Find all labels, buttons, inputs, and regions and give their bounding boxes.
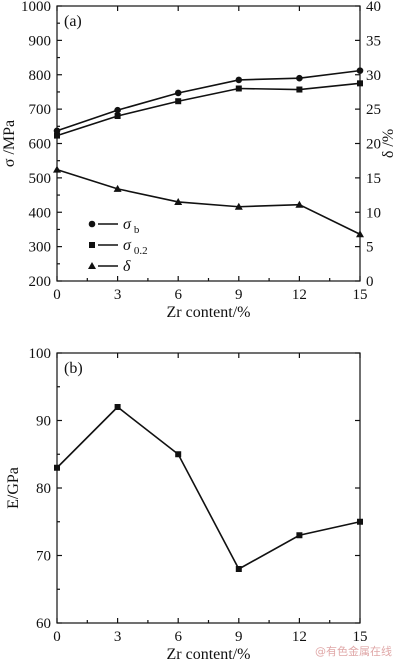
x-tick-label: 0 xyxy=(53,629,61,645)
data-point xyxy=(235,566,242,572)
chart-panel-a: 0 3 6 9 12 15 200 300 400 500 600 700 800 900 1000 0 5 10… xyxy=(1,0,397,321)
y-tick-label: 1000 xyxy=(21,0,51,15)
x-tick-label: 6 xyxy=(174,629,182,645)
data-point xyxy=(357,80,363,87)
data-point xyxy=(235,85,242,92)
data-point xyxy=(53,127,61,135)
y-tick-label: 200 xyxy=(29,274,52,290)
panel-label: (b) xyxy=(64,360,83,377)
data-point xyxy=(114,106,121,114)
data-point xyxy=(175,451,182,458)
data-point xyxy=(235,76,243,84)
data-point xyxy=(296,532,303,539)
plot-frame xyxy=(56,352,361,624)
y-axis-label: E/GPa xyxy=(5,467,22,509)
y-tick-label: 500 xyxy=(29,171,52,187)
data-point xyxy=(174,197,183,205)
legend-label: σ 0.2 xyxy=(123,237,148,257)
panel-label: (a) xyxy=(64,13,82,30)
y2-tick-label: 15 xyxy=(366,171,381,187)
y2-tick-label: 30 xyxy=(366,68,381,84)
y2-tick-label: 25 xyxy=(366,102,381,118)
data-point xyxy=(357,518,363,525)
data-point xyxy=(356,67,364,74)
y-tick-label: 90 xyxy=(36,414,51,430)
data-point xyxy=(113,184,122,192)
y-tick-label: 400 xyxy=(29,205,52,221)
y-tick-label: 70 xyxy=(36,549,51,565)
data-point xyxy=(54,464,60,471)
plot-frame xyxy=(56,5,361,282)
x-tick-label: 3 xyxy=(114,629,122,645)
x-tick-label: 9 xyxy=(235,629,243,645)
legend-label: δ xyxy=(123,258,131,275)
x-tick-label: 15 xyxy=(353,629,368,645)
y-tick-label: 100 xyxy=(29,346,52,362)
chart-panel-b: 0 3 6 9 12 15 60 70 80 90 100 (b) Zr content/% E/GPa xyxy=(5,346,368,661)
y-tick-label: 800 xyxy=(29,68,52,84)
y2-tick-label: 20 xyxy=(366,137,381,153)
x-tick-label: 15 xyxy=(353,287,368,303)
y-tick-label: 60 xyxy=(36,616,51,632)
data-point xyxy=(175,98,182,105)
data-point xyxy=(174,89,182,97)
y2-tick-label: 10 xyxy=(366,205,381,221)
data-point xyxy=(296,86,303,93)
series-line xyxy=(56,168,361,235)
y-tick-label: 600 xyxy=(29,137,52,153)
data-point xyxy=(114,113,121,119)
watermark: @有色金属在线 xyxy=(315,644,392,658)
legend-marker xyxy=(89,242,95,248)
series-line xyxy=(56,82,361,137)
data-point xyxy=(114,404,121,410)
data-point xyxy=(53,165,61,173)
y2-axis-label: δ /% xyxy=(380,129,397,158)
series-line xyxy=(56,405,361,571)
x-tick-label: 12 xyxy=(292,287,307,303)
data-point xyxy=(296,74,303,82)
y-tick-label: 700 xyxy=(29,102,52,118)
x-axis-label: Zr content/% xyxy=(167,304,251,321)
x-tick-label: 9 xyxy=(235,287,243,303)
y2-tick-label: 5 xyxy=(366,240,374,256)
data-point xyxy=(356,230,364,238)
data-point xyxy=(295,200,304,208)
data-point xyxy=(234,202,243,210)
data-point xyxy=(54,132,60,139)
y-axis-label: σ /MPa xyxy=(1,120,18,167)
y-tick-label: 80 xyxy=(36,481,51,497)
legend-marker xyxy=(88,262,96,269)
x-tick-label: 12 xyxy=(292,629,307,645)
x-tick-label: 0 xyxy=(53,287,61,303)
series-line xyxy=(56,69,361,132)
y2-tick-label: 0 xyxy=(366,274,374,290)
legend-marker xyxy=(88,220,96,228)
y-tick-label: 900 xyxy=(29,33,52,49)
x-axis-label: Zr content/% xyxy=(167,646,251,661)
y2-tick-label: 40 xyxy=(366,0,381,15)
y-tick-label: 300 xyxy=(29,240,52,256)
x-tick-label: 6 xyxy=(174,287,182,303)
y2-tick-label: 35 xyxy=(366,33,381,49)
x-tick-label: 3 xyxy=(114,287,122,303)
